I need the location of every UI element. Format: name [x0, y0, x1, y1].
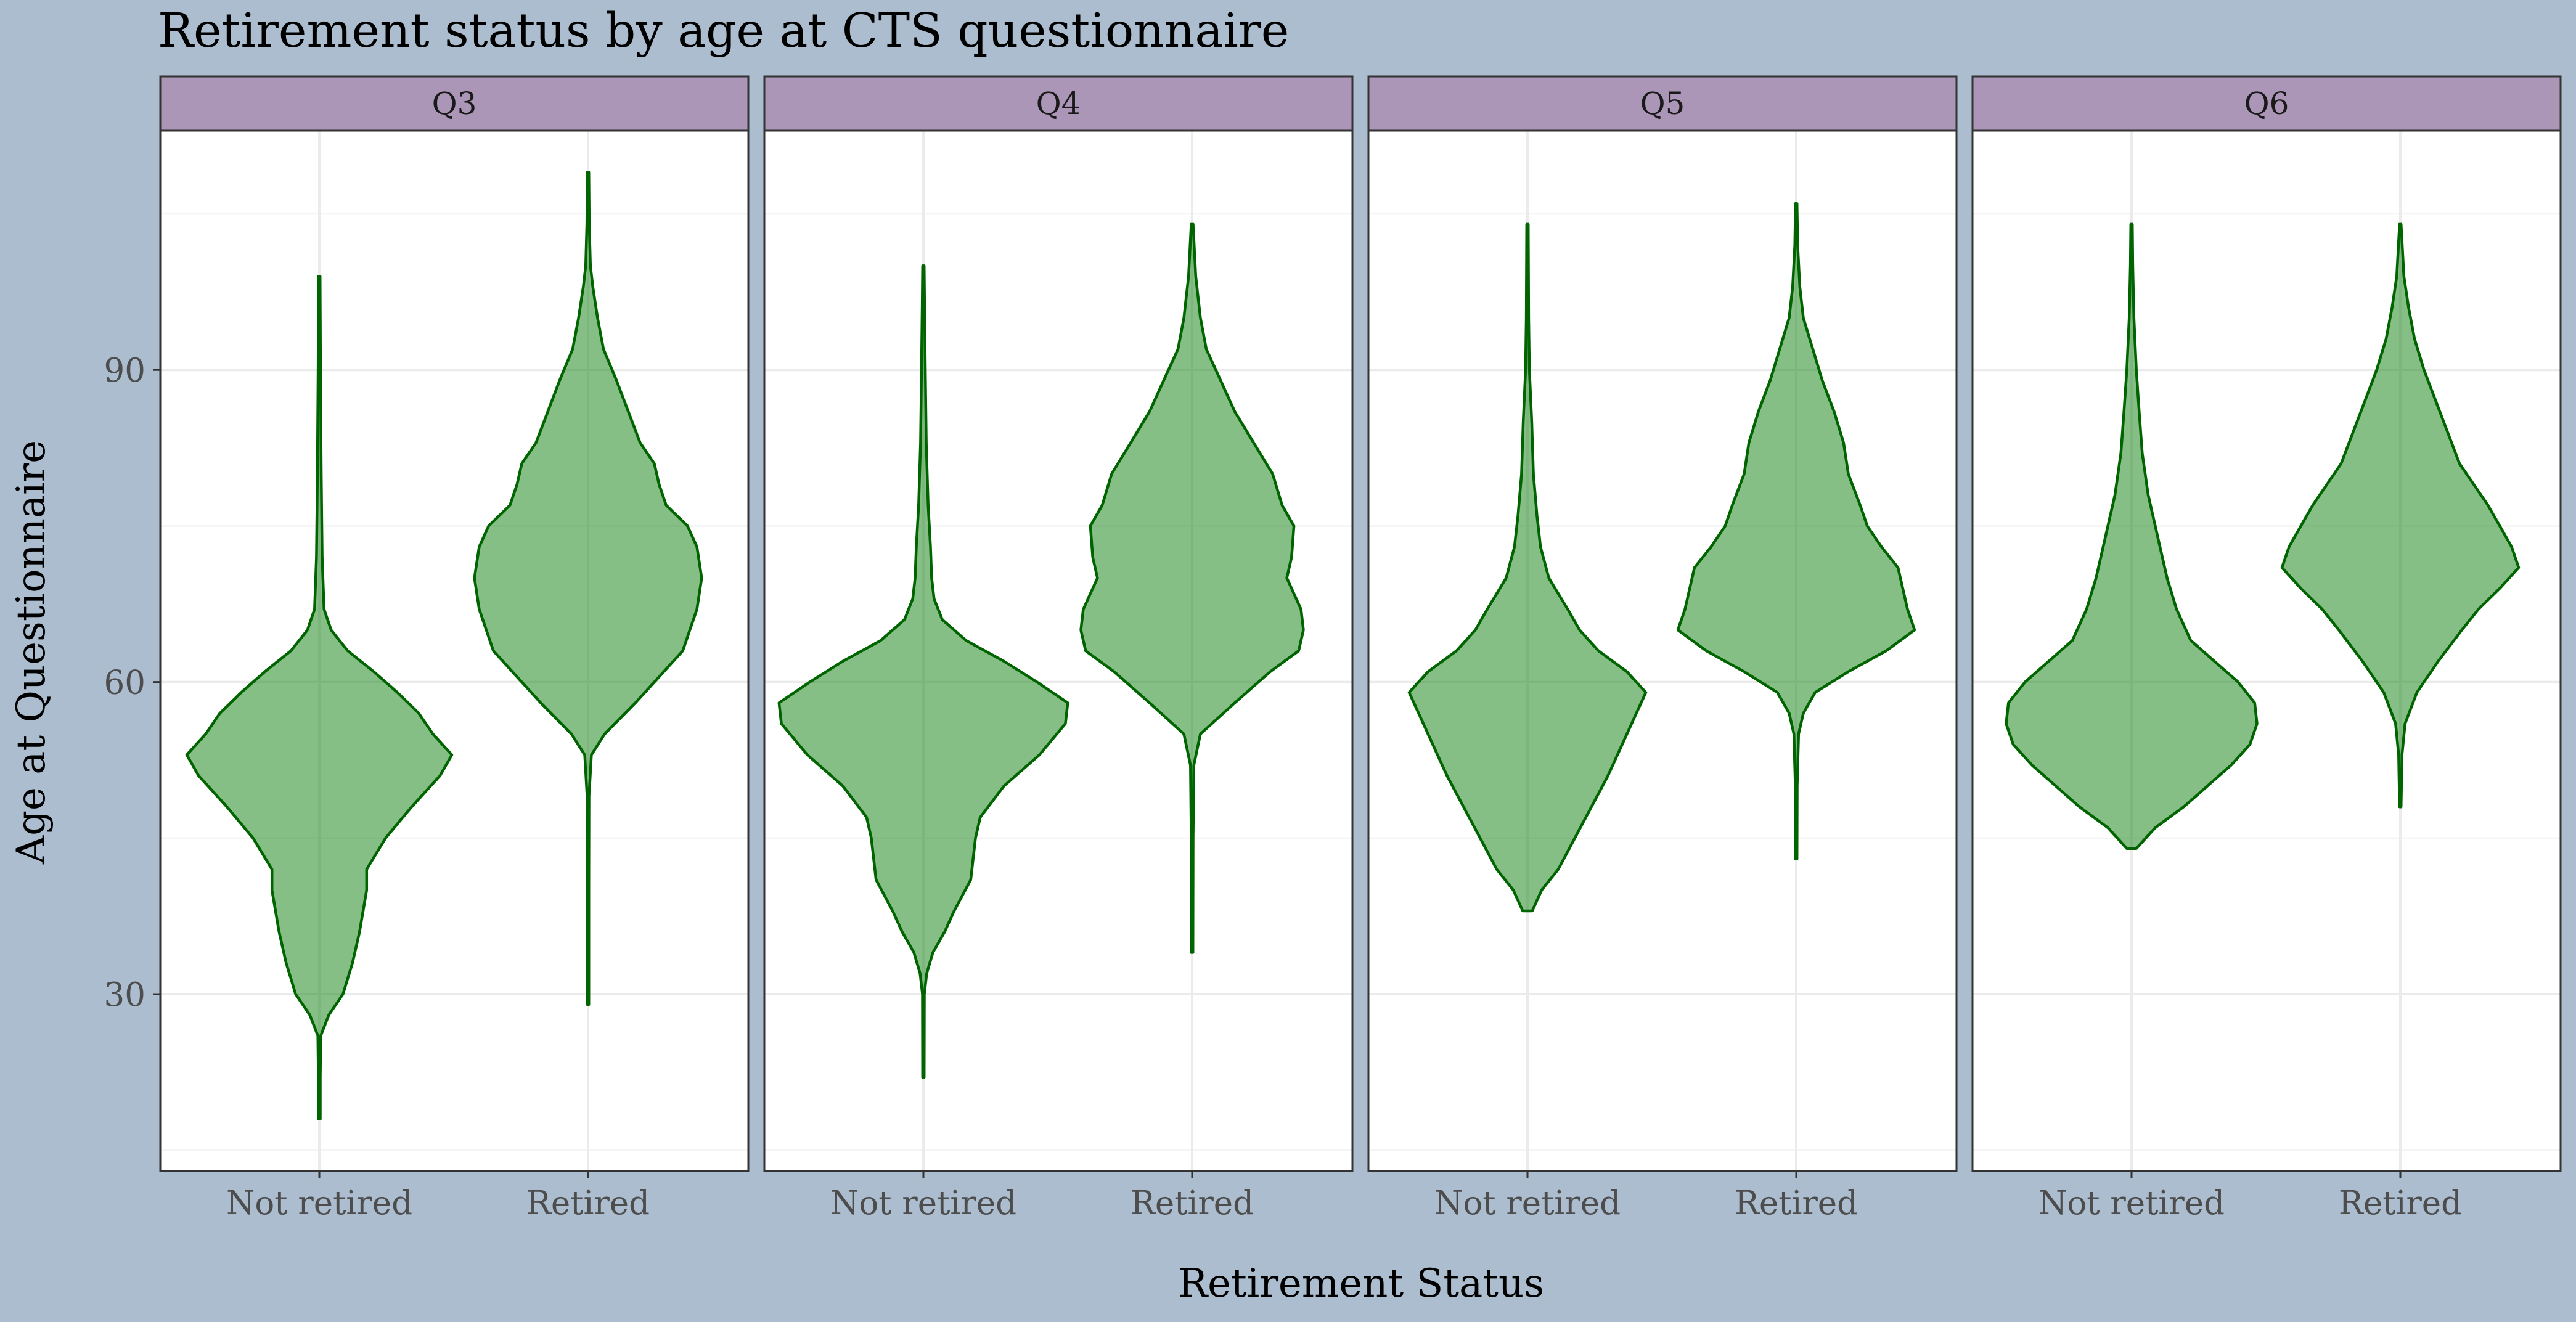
- panel-border: [1971, 129, 2562, 1172]
- violin-q3-not-retired: [185, 275, 454, 1120]
- facet-strip-label: Q3: [432, 86, 477, 121]
- y-tick-label: 90: [104, 352, 145, 390]
- x-tick-label: Retired: [526, 1185, 650, 1222]
- facet-panels: Q3 Not retired Retired Q4 Not retired Retired…: [159, 75, 2562, 1222]
- facet-panel-q5: Q5 Not retired Retired: [1367, 75, 1958, 1222]
- facet-strip-label: Q4: [1036, 86, 1081, 121]
- facet-strip: [763, 75, 1354, 132]
- facet-strip: [1971, 75, 2562, 132]
- y-tick-label: 30: [104, 976, 145, 1014]
- x-tick-label: Retired: [1735, 1185, 1858, 1222]
- facet-strip-label: Q5: [1640, 86, 1685, 121]
- panel-border: [159, 129, 750, 1172]
- x-axis-title: Retirement Status: [1178, 1261, 1544, 1307]
- violin-q4-retired: [1079, 222, 1305, 954]
- violin-q6-not-retired: [2005, 222, 2259, 850]
- x-tick-label: Retired: [2339, 1185, 2462, 1222]
- x-tick-label: Not retired: [830, 1185, 1016, 1222]
- facet-panel-q6: Q6 Not retired Retired: [1971, 75, 2562, 1222]
- chart-title: Retirement status by age at CTS question…: [158, 4, 1289, 59]
- violin-q5-not-retired: [1407, 222, 1648, 913]
- facet-panel-q4: Q4 Not retired Retired: [763, 75, 1354, 1222]
- panel-border: [763, 129, 1354, 1172]
- x-tick-label: Not retired: [2038, 1185, 2225, 1222]
- facet-strip: [159, 75, 750, 132]
- facet-panel-q3: Q3 Not retired Retired: [159, 75, 750, 1222]
- y-axis: 30 60 90: [104, 352, 160, 1014]
- x-tick-label: Not retired: [226, 1185, 412, 1222]
- panel-border: [1367, 129, 1958, 1172]
- facet-strip: [1367, 75, 1958, 132]
- x-tick-label: Not retired: [1434, 1185, 1621, 1222]
- violin-q6-retired: [2280, 222, 2521, 809]
- y-tick-label: 60: [104, 664, 145, 702]
- violin-q3-retired: [473, 171, 703, 1006]
- facet-strip-label: Q6: [2244, 86, 2289, 121]
- x-tick-label: Retired: [1131, 1185, 1254, 1222]
- y-axis-title: Age at Questionnaire: [9, 440, 54, 865]
- violin-q4-not-retired: [777, 264, 1069, 1079]
- violin-q5-retired: [1676, 202, 1916, 860]
